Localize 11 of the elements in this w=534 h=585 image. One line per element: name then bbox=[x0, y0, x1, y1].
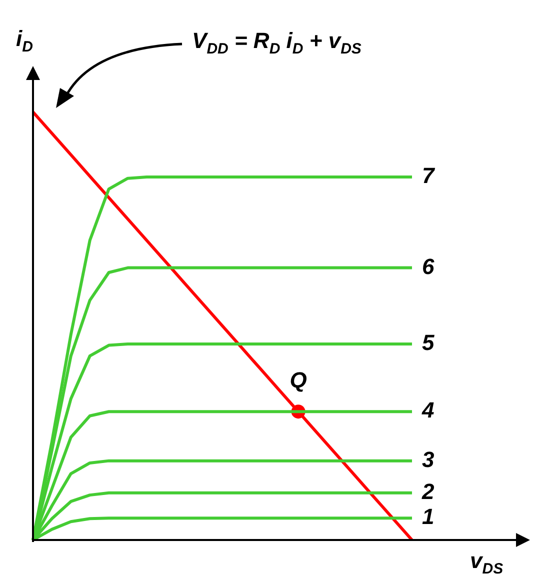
series-label: 3 bbox=[422, 446, 434, 472]
text: V$_{DD}$ = R$_{D}$ i$_{D}$ + v$_{DS}$ bbox=[192, 28, 362, 58]
series-label: 4 bbox=[421, 398, 434, 423]
x-axis-title: v$_{DS}$ bbox=[470, 548, 504, 578]
series-label: Q bbox=[290, 368, 307, 393]
series-label: 6 bbox=[422, 254, 435, 279]
series-label: 1 bbox=[422, 504, 434, 530]
series-label: 7 bbox=[422, 163, 436, 188]
series-label: 5 bbox=[422, 330, 435, 356]
y-axis-title: i$_{D}$ bbox=[16, 26, 33, 56]
series-label: 2 bbox=[421, 478, 435, 504]
